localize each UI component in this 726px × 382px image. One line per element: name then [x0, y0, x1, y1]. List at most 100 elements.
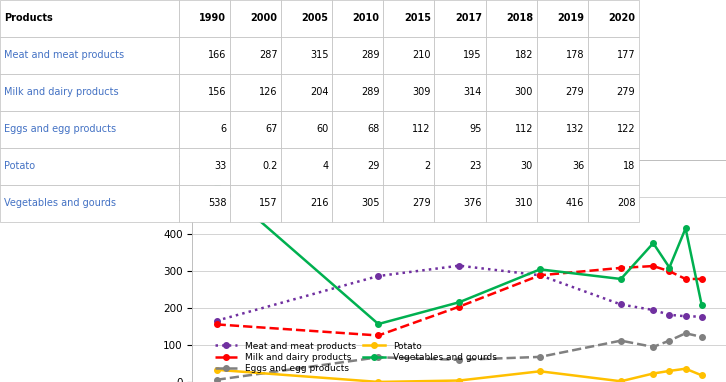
Line: Milk and dairy products: Milk and dairy products: [214, 263, 704, 338]
Potato: [681, 366, 690, 371]
Eggs and egg products: [616, 338, 625, 343]
Legend: Meat and meat products, Milk and dairy products, Eggs and egg products, Potato, : Meat and meat products, Milk and dairy p…: [213, 340, 498, 375]
Text: 6: 6: [220, 124, 227, 134]
Text: 2005: 2005: [301, 13, 329, 23]
Text: Milk and dairy products: Milk and dairy products: [4, 87, 118, 97]
Text: 29: 29: [367, 161, 380, 171]
Eggs and egg products: [536, 354, 544, 359]
Text: 289: 289: [362, 50, 380, 60]
Text: 287: 287: [259, 50, 277, 60]
Milk and dairy products: [616, 265, 625, 270]
Eggs and egg products: [454, 358, 463, 362]
Text: 182: 182: [515, 50, 533, 60]
Text: 112: 112: [412, 124, 431, 134]
Meat and meat products: [616, 302, 625, 307]
Vegetables and gourds: [649, 241, 658, 246]
Meat and meat products: [649, 308, 658, 312]
Text: 30: 30: [521, 161, 533, 171]
Vegetables and gourds: [665, 265, 674, 270]
Meat and meat products: [681, 314, 690, 319]
Vegetables and gourds: [681, 226, 690, 231]
Eggs and egg products: [698, 335, 706, 339]
Text: 279: 279: [412, 198, 431, 208]
Eggs and egg products: [681, 331, 690, 335]
Meat and meat products: [665, 312, 674, 317]
Text: 132: 132: [566, 124, 584, 134]
Text: 216: 216: [310, 198, 329, 208]
Text: 177: 177: [616, 50, 635, 60]
Text: 33: 33: [214, 161, 227, 171]
Meat and meat products: [374, 274, 383, 278]
Text: 166: 166: [208, 50, 227, 60]
Text: 2020: 2020: [608, 13, 635, 23]
Text: 314: 314: [463, 87, 482, 97]
Eggs and egg products: [374, 355, 383, 359]
Milk and dairy products: [454, 304, 463, 309]
Text: 310: 310: [515, 198, 533, 208]
Text: 4: 4: [322, 161, 329, 171]
Text: 178: 178: [566, 50, 584, 60]
Text: 122: 122: [616, 124, 635, 134]
Text: 126: 126: [259, 87, 277, 97]
Line: Vegetables and gourds: Vegetables and gourds: [214, 181, 704, 327]
Meat and meat products: [536, 273, 544, 278]
Vegetables and gourds: [616, 277, 625, 281]
Text: 23: 23: [470, 161, 482, 171]
Text: 2015: 2015: [404, 13, 431, 23]
Vegetables and gourds: [374, 322, 383, 326]
Text: 315: 315: [310, 50, 329, 60]
Text: 18: 18: [623, 161, 635, 171]
Text: 2010: 2010: [353, 13, 380, 23]
Potato: [374, 380, 383, 382]
Potato: [454, 378, 463, 382]
Text: 112: 112: [515, 124, 533, 134]
Line: Eggs and egg products: Eggs and egg products: [214, 330, 704, 382]
Meat and meat products: [698, 314, 706, 319]
Text: 210: 210: [412, 50, 431, 60]
Text: 67: 67: [265, 124, 277, 134]
Text: 416: 416: [566, 198, 584, 208]
Text: 156: 156: [208, 87, 227, 97]
Potato: [649, 371, 658, 376]
Meat and meat products: [454, 264, 463, 268]
Text: 300: 300: [515, 87, 533, 97]
Eggs and egg products: [649, 345, 658, 349]
Potato: [616, 379, 625, 382]
Eggs and egg products: [212, 377, 221, 382]
Text: 1990: 1990: [200, 13, 227, 23]
Text: 36: 36: [572, 161, 584, 171]
Text: Products: Products: [4, 13, 52, 23]
Text: 0.2: 0.2: [262, 161, 277, 171]
Text: 289: 289: [362, 87, 380, 97]
Text: 538: 538: [208, 198, 227, 208]
Meat and meat products: [212, 319, 221, 323]
Line: Meat and meat products: Meat and meat products: [214, 263, 704, 324]
Text: 279: 279: [616, 87, 635, 97]
Text: 279: 279: [566, 87, 584, 97]
Milk and dairy products: [681, 277, 690, 281]
Line: Potato: Potato: [214, 366, 704, 382]
Potato: [212, 367, 221, 372]
Text: 309: 309: [412, 87, 431, 97]
Text: 2017: 2017: [455, 13, 482, 23]
Text: Vegetables and gourds: Vegetables and gourds: [4, 198, 115, 208]
Milk and dairy products: [665, 269, 674, 274]
Text: 2000: 2000: [250, 13, 277, 23]
Text: 157: 157: [259, 198, 277, 208]
Eggs and egg products: [665, 338, 674, 343]
Text: 195: 195: [463, 50, 482, 60]
Text: 68: 68: [367, 124, 380, 134]
Text: 204: 204: [310, 87, 329, 97]
Potato: [665, 369, 674, 373]
Text: 208: 208: [617, 198, 635, 208]
Milk and dairy products: [374, 333, 383, 338]
Milk and dairy products: [212, 322, 221, 327]
Text: 305: 305: [362, 198, 380, 208]
Milk and dairy products: [698, 277, 706, 281]
Text: 60: 60: [317, 124, 329, 134]
Vegetables and gourds: [536, 267, 544, 272]
Vegetables and gourds: [212, 181, 221, 186]
Milk and dairy products: [536, 273, 544, 278]
Text: 2: 2: [425, 161, 431, 171]
Text: Eggs and egg products: Eggs and egg products: [4, 124, 115, 134]
